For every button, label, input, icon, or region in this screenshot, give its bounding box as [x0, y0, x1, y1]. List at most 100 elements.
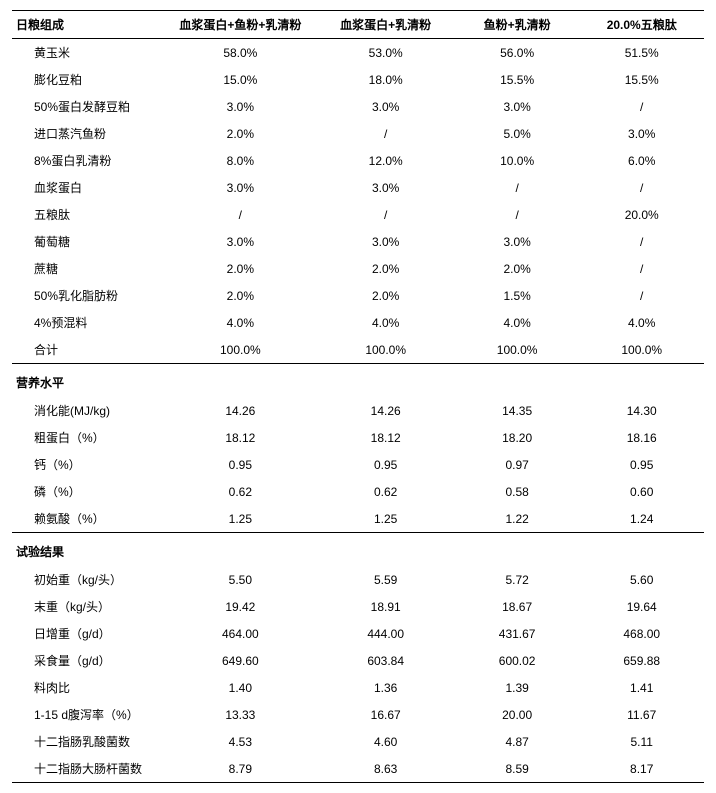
cell: 3.0%	[316, 174, 454, 201]
table-row: 赖氨酸（%）1.251.251.221.24	[12, 505, 704, 533]
cell: 100.0%	[316, 336, 454, 364]
row-label: 磷（%）	[12, 478, 164, 505]
cell: 100.0%	[455, 336, 580, 364]
table-row: 磷（%）0.620.620.580.60	[12, 478, 704, 505]
cell: 19.64	[579, 593, 704, 620]
col-group-1: 血浆蛋白+鱼粉+乳清粉	[164, 11, 316, 39]
cell: 53.0%	[316, 39, 454, 67]
cell: 18.12	[316, 424, 454, 451]
cell: 0.62	[316, 478, 454, 505]
table-row: 采食量（g/d）649.60603.84600.02659.88	[12, 647, 704, 674]
col-group-3: 鱼粉+乳清粉	[455, 11, 580, 39]
cell: 18.67	[455, 593, 580, 620]
row-label: 葡萄糖	[12, 228, 164, 255]
cell: 20.0%	[579, 201, 704, 228]
cell: 1.36	[316, 674, 454, 701]
section-header: 试验结果	[12, 533, 704, 567]
cell: 8.59	[455, 755, 580, 783]
cell: 100.0%	[579, 336, 704, 364]
cell: 2.0%	[164, 282, 316, 309]
cell: /	[316, 120, 454, 147]
table-row: 消化能(MJ/kg)14.2614.2614.3514.30	[12, 397, 704, 424]
cell: /	[455, 201, 580, 228]
table-body: 黄玉米58.0%53.0%56.0%51.5%膨化豆粕15.0%18.0% 15.…	[12, 39, 704, 783]
row-label: 4%预混料	[12, 309, 164, 336]
cell: 15.0%	[164, 66, 316, 93]
cell: 5.60	[579, 566, 704, 593]
col-group-4: 20.0%五粮肽	[579, 11, 704, 39]
row-label: 蔗糖	[12, 255, 164, 282]
cell: 603.84	[316, 647, 454, 674]
cell: 5.50	[164, 566, 316, 593]
cell: 6.0%	[579, 147, 704, 174]
cell: 600.02	[455, 647, 580, 674]
cell: /	[579, 93, 704, 120]
cell: 1.22	[455, 505, 580, 533]
cell: 659.88	[579, 647, 704, 674]
table-row: 合计100.0%100.0%100.0%100.0%	[12, 336, 704, 364]
cell: /	[579, 228, 704, 255]
row-label: 日增重（g/d）	[12, 620, 164, 647]
cell: 56.0%	[455, 39, 580, 67]
table-row: 黄玉米58.0%53.0%56.0%51.5%	[12, 39, 704, 67]
cell: 5.11	[579, 728, 704, 755]
cell: 15.5%	[579, 66, 704, 93]
table-row: 50%乳化脂肪粉2.0%2.0%1.5%/	[12, 282, 704, 309]
cell: 3.0%	[455, 228, 580, 255]
cell: 3.0%	[455, 93, 580, 120]
table-row: 进口蒸汽鱼粉2.0%/5.0%3.0%	[12, 120, 704, 147]
cell: 8.0%	[164, 147, 316, 174]
row-label: 料肉比	[12, 674, 164, 701]
cell: 1.25	[316, 505, 454, 533]
cell: 2.0%	[316, 282, 454, 309]
cell: 3.0%	[164, 228, 316, 255]
table-row: 粗蛋白（%）18.1218.1218.2018.16	[12, 424, 704, 451]
row-label: 1-15 d腹泻率（%）	[12, 701, 164, 728]
row-label: 消化能(MJ/kg)	[12, 397, 164, 424]
cell: /	[579, 174, 704, 201]
feed-table: 日粮组成血浆蛋白+鱼粉+乳清粉血浆蛋白+乳清粉鱼粉+乳清粉20.0%五粮肽 黄玉…	[12, 10, 704, 783]
cell: 8.63	[316, 755, 454, 783]
cell: 18.91	[316, 593, 454, 620]
table-row: 十二指肠乳酸菌数4.534.604.875.11	[12, 728, 704, 755]
row-label: 钙（%）	[12, 451, 164, 478]
cell: 0.95	[316, 451, 454, 478]
cell: 14.30	[579, 397, 704, 424]
cell: 0.60	[579, 478, 704, 505]
row-label: 膨化豆粕	[12, 66, 164, 93]
table-row: 初始重（kg/头）5.505.595.725.60	[12, 566, 704, 593]
row-label: 粗蛋白（%）	[12, 424, 164, 451]
cell: 5.72	[455, 566, 580, 593]
cell: 1.39	[455, 674, 580, 701]
cell: /	[579, 255, 704, 282]
table-row: 料肉比1.401.361.391.41	[12, 674, 704, 701]
cell: 11.67	[579, 701, 704, 728]
row-label: 50%蛋白发酵豆粕	[12, 93, 164, 120]
row-label: 50%乳化脂肪粉	[12, 282, 164, 309]
cell: 4.53	[164, 728, 316, 755]
row-label: 十二指肠大肠杆菌数	[12, 755, 164, 783]
cell: 1.40	[164, 674, 316, 701]
row-label: 血浆蛋白	[12, 174, 164, 201]
cell: /	[316, 201, 454, 228]
table-row: 末重（kg/头）19.4218.9118.6719.64	[12, 593, 704, 620]
cell: 0.95	[579, 451, 704, 478]
cell: 14.26	[164, 397, 316, 424]
cell: 20.00	[455, 701, 580, 728]
cell: 1.41	[579, 674, 704, 701]
cell: 431.67	[455, 620, 580, 647]
row-label: 十二指肠乳酸菌数	[12, 728, 164, 755]
cell: 10.0%	[455, 147, 580, 174]
table-row: 血浆蛋白3.0%3.0%//	[12, 174, 704, 201]
cell: 18.0%	[316, 66, 454, 93]
table-row: 十二指肠大肠杆菌数8.798.638.598.17	[12, 755, 704, 783]
cell: 444.00	[316, 620, 454, 647]
row-label: 赖氨酸（%）	[12, 505, 164, 533]
section-header: 营养水平	[12, 364, 704, 398]
table-row: 蔗糖2.0%2.0%2.0%/	[12, 255, 704, 282]
cell: 4.87	[455, 728, 580, 755]
cell: 0.97	[455, 451, 580, 478]
cell: 3.0%	[316, 93, 454, 120]
cell: 3.0%	[579, 120, 704, 147]
row-label: 进口蒸汽鱼粉	[12, 120, 164, 147]
